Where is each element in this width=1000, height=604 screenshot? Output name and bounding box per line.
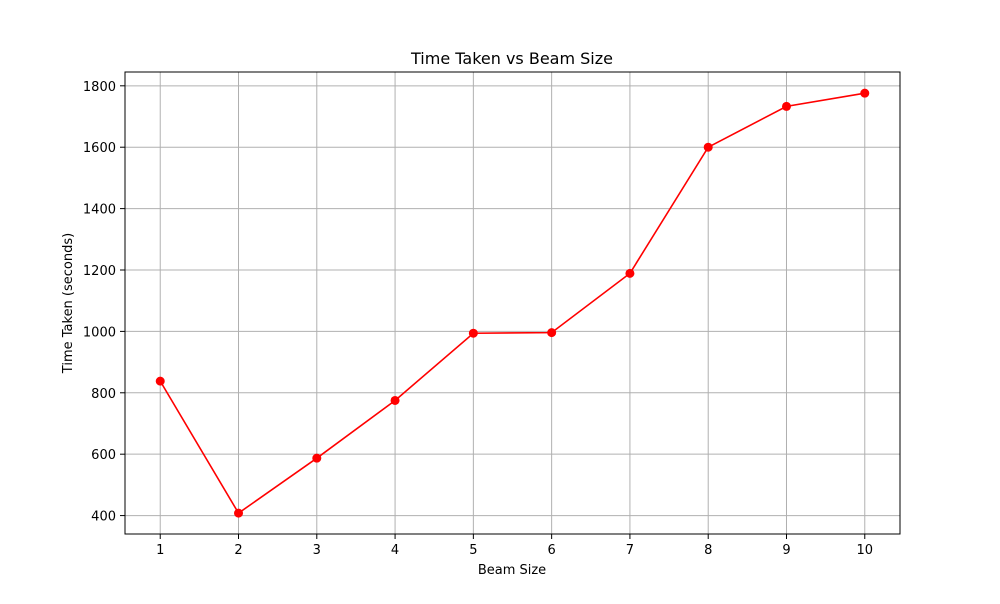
data-point	[703, 142, 713, 152]
data-point	[781, 101, 791, 111]
y-tick-label: 1800	[83, 80, 116, 95]
data-point	[547, 328, 557, 338]
data-point	[312, 453, 322, 463]
y-tick-label: 1200	[83, 264, 116, 279]
y-tick-label: 1600	[83, 141, 116, 156]
data-point	[468, 328, 478, 338]
grid-layer	[125, 72, 900, 534]
data-point	[234, 508, 244, 518]
plot-frame	[124, 71, 901, 535]
data-point	[860, 88, 870, 98]
data-point	[625, 268, 635, 278]
chart-title: Time Taken vs Beam Size	[410, 49, 613, 68]
x-tick-label: 3	[313, 543, 321, 558]
x-tick-label: 9	[782, 543, 790, 558]
data-point	[155, 376, 165, 386]
y-tick-label: 1000	[83, 325, 116, 340]
y-tick-label: 400	[91, 510, 116, 525]
x-axis-label: Beam Size	[478, 563, 546, 578]
x-tick-label: 8	[704, 543, 712, 558]
x-tick-label: 7	[626, 543, 634, 558]
x-tick-label: 5	[469, 543, 477, 558]
y-tick-label: 800	[91, 387, 116, 402]
series-layer	[155, 88, 870, 518]
x-tick-label: 10	[856, 543, 873, 558]
data-point	[390, 395, 400, 405]
x-tick-label: 4	[391, 543, 399, 558]
y-axis-label: Time Taken (seconds)	[61, 233, 76, 374]
tick-layer: 1 2 3 4 5 6 7 8 9 10 400 600 800 1000 1200 1400 1600 1800	[83, 80, 873, 558]
y-tick-label: 600	[91, 448, 116, 463]
y-tick-label: 1400	[83, 203, 116, 218]
x-tick-label: 6	[548, 543, 556, 558]
series-line	[159, 92, 865, 515]
x-tick-label: 2	[234, 543, 242, 558]
x-tick-label: 1	[156, 543, 164, 558]
